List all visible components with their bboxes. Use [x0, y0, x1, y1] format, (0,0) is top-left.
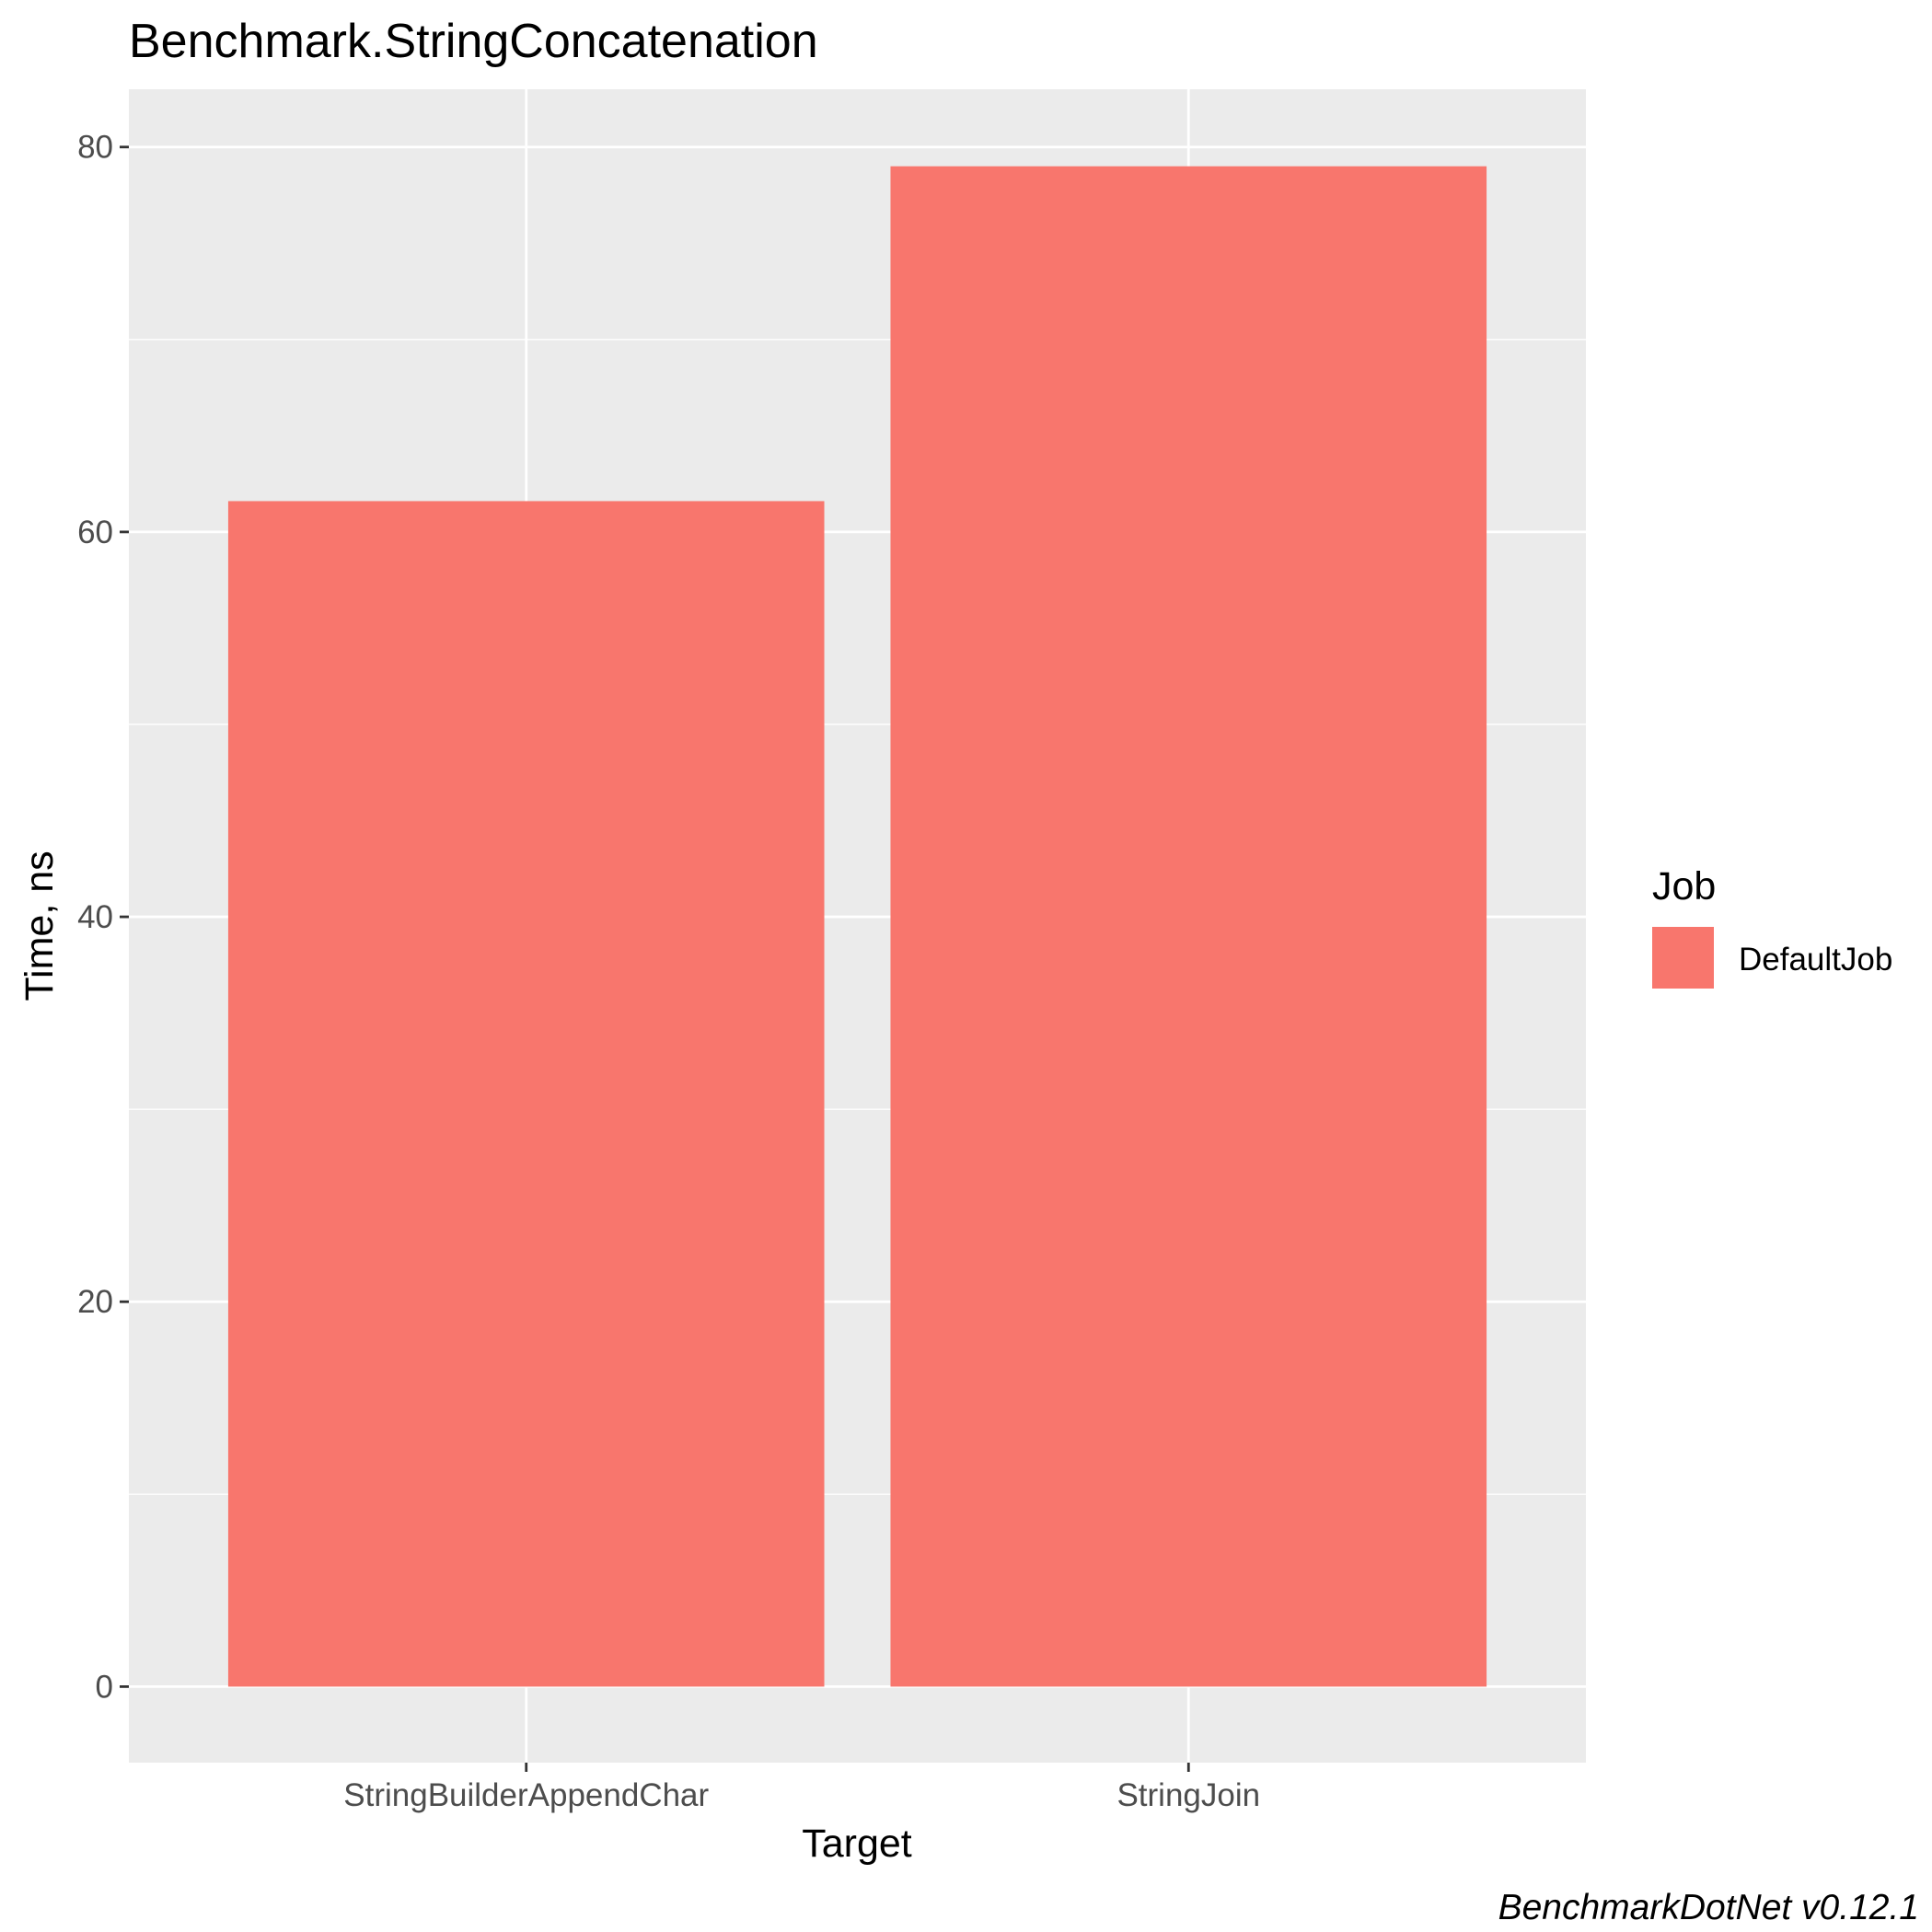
legend: Job DefaultJob [1652, 864, 1892, 989]
bar-stringjoin [890, 166, 1487, 1687]
x-tick-label: StringBuilderAppendChar [343, 1777, 709, 1813]
y-tick-label: 20 [77, 1284, 113, 1320]
bar-stringbuilderappendchar [227, 501, 825, 1687]
caption: BenchmarkDotNet v0.12.1 [1498, 1888, 1919, 1927]
x-tick-label: StringJoin [1116, 1777, 1260, 1813]
x-axis: StringBuilderAppendChar StringJoin [343, 1763, 1260, 1813]
legend-label-defaultjob: DefaultJob [1739, 942, 1892, 978]
y-tick-label: 80 [77, 130, 113, 166]
y-axis: 0 20 40 60 80 [77, 130, 129, 1705]
y-tick-label: 40 [77, 899, 113, 935]
y-axis-title: Time, ns [17, 850, 62, 1001]
x-axis-title: Target [802, 1822, 912, 1866]
chart-title: Benchmark.StringConcatenation [129, 15, 818, 68]
bar-series [227, 166, 1487, 1687]
legend-title: Job [1652, 864, 1716, 908]
y-tick-label: 60 [77, 515, 113, 550]
y-tick-label: 0 [96, 1669, 113, 1705]
legend-key [1652, 927, 1714, 989]
